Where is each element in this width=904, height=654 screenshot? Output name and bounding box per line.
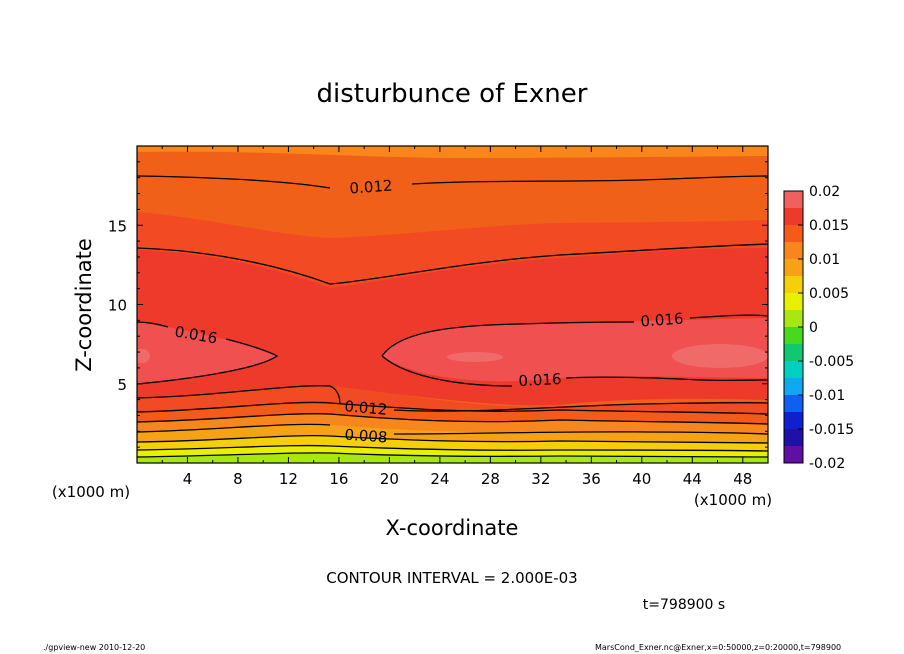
- footer-right: MarsCond_Exner.nc@Exner,x=0:50000,z=0:20…: [595, 643, 842, 652]
- contour-line-008: [137, 423, 768, 435]
- field-band-018-right: [382, 318, 768, 382]
- x-tick-label: 32: [531, 470, 550, 488]
- colorbar-label: 0.005: [809, 286, 849, 302]
- colorbar-swatch: [784, 208, 803, 226]
- x-tick-label: 12: [279, 470, 298, 488]
- colorbar-swatch: [784, 310, 803, 328]
- field-max-patch: [447, 352, 503, 362]
- x-tick-label: 24: [430, 470, 449, 488]
- contour-line-016-right: [381, 314, 768, 357]
- x-axis-label: X-coordinate: [386, 516, 519, 540]
- x-tick-label: 16: [329, 470, 348, 488]
- colorbar-swatch: [784, 191, 803, 209]
- colorbar-swatch: [784, 378, 803, 396]
- x-tick-label: 44: [683, 470, 702, 488]
- contour-label: 0.012: [349, 177, 393, 198]
- field-max-patch: [672, 344, 768, 368]
- colorbar-swatch: [784, 361, 803, 379]
- plot-area: 0.012 0.016 0.016 0.016 0.012 0.008: [137, 146, 768, 463]
- colorbar: 0.02 0.015 0.01 0.005 0 -0.005 -0.01 -0.015 -0.0…: [783, 184, 854, 472]
- field-max-patch: [137, 349, 150, 363]
- colorbar-swatch: [784, 225, 803, 243]
- x-tick-label: 40: [632, 470, 651, 488]
- contour-line-012-top: [137, 175, 768, 189]
- x-unit-right: (x1000 m): [694, 491, 772, 509]
- colorbar-swatch: [784, 395, 803, 413]
- contour-label: 0.016: [518, 370, 562, 390]
- colorbar-swatch: [784, 412, 803, 430]
- contour-line-016-left: [137, 321, 279, 385]
- contour-lines: [137, 175, 768, 458]
- colorbar-swatch: [784, 242, 803, 260]
- contour-line: [137, 413, 768, 425]
- x-tick-label: 36: [582, 470, 601, 488]
- footer-left: ./gpview-new 2010-12-20: [43, 643, 146, 652]
- contour-label: 0.012: [344, 397, 388, 419]
- field-band-018-left: [137, 322, 276, 384]
- field-band-002: [137, 452, 768, 463]
- colorbar-label: -0.02: [809, 456, 845, 472]
- colorbar-label: 0.01: [809, 252, 840, 268]
- contour-line: [137, 435, 768, 444]
- contour-line: [137, 401, 768, 415]
- x-tick-label: 48: [733, 470, 752, 488]
- contour-line: [137, 444, 768, 452]
- y-tick-label: 5: [117, 376, 127, 394]
- chart-title: disturbunce of Exner: [317, 79, 588, 109]
- colorbar-label: 0: [809, 320, 818, 336]
- colorbar-swatch: [784, 293, 803, 311]
- field-band-010-top: [137, 146, 768, 158]
- colorbar-label: 0.015: [809, 218, 849, 234]
- time-label: t=798900 s: [643, 597, 725, 613]
- colorbar-swatch: [784, 327, 803, 345]
- colorbar-swatch: [784, 276, 803, 294]
- colorbar-label: -0.005: [809, 354, 854, 370]
- field-band-014: [137, 212, 768, 288]
- colorbar-label: -0.01: [809, 388, 845, 404]
- x-tick-label: 8: [233, 470, 243, 488]
- colorbar-swatch: [784, 344, 803, 362]
- contour-label: 0.016: [640, 310, 684, 331]
- contour-line-014-upper: [137, 243, 768, 285]
- y-tick-label: 15: [108, 217, 127, 235]
- x-unit-left: (x1000 m): [52, 483, 130, 501]
- contour-label: 0.008: [344, 426, 388, 447]
- x-tick-label: 20: [380, 470, 399, 488]
- colorbar-swatch: [784, 259, 803, 277]
- x-tick-label: 4: [183, 470, 193, 488]
- x-tick-label: 28: [481, 470, 500, 488]
- y-axis-label: Z-coordinate: [72, 238, 96, 372]
- colorbar-label: -0.015: [809, 422, 854, 438]
- x-axis: 4 8 12 16 20 24 28 32 36 40 44 48: [161, 146, 752, 488]
- y-axis: 5 10 15: [108, 161, 768, 448]
- colorbar-swatch: [784, 429, 803, 447]
- contour-interval-note: CONTOUR INTERVAL = 2.000E-03: [326, 569, 577, 587]
- contour-line: [137, 452, 768, 458]
- colorbar-label: 0.02: [809, 184, 840, 200]
- contour-line-016-lower: [381, 355, 768, 387]
- colorbar-swatch: [784, 446, 803, 464]
- y-tick-label: 10: [108, 297, 127, 315]
